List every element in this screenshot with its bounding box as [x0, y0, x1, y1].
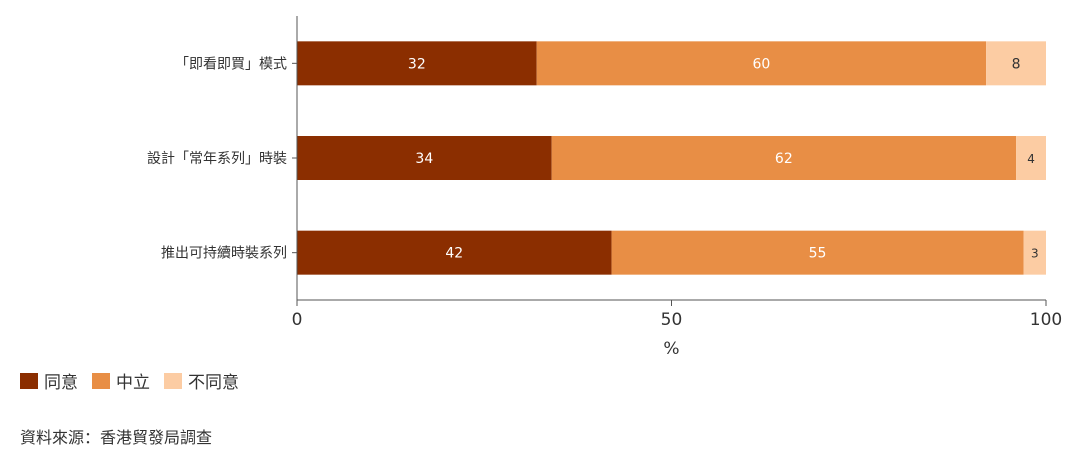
- legend-swatch: [92, 372, 110, 389]
- data-label: 62: [775, 151, 793, 167]
- data-label: 32: [408, 56, 426, 72]
- chart-legend: 同意 中立 不同意: [20, 368, 239, 393]
- category-label: 推出可持續時裝系列: [161, 246, 287, 262]
- x-axis-label: %: [663, 339, 679, 359]
- data-label: 42: [445, 246, 463, 262]
- bar-segment: [986, 41, 1046, 86]
- bar-segment: [1016, 136, 1046, 180]
- stacked-bar-chart: 32 60 8 「即看即買」模式 34 62 4 設計「常年系列」時裝 42 55 3 推出可持續時裝…: [147, 16, 1062, 359]
- x-tick-label: 100: [1030, 310, 1062, 330]
- bar-segment: [297, 230, 612, 275]
- bar-segment: [536, 41, 987, 86]
- legend-item: 不同意: [164, 368, 239, 393]
- legend-label: 中立: [116, 373, 150, 393]
- legend-swatch: [20, 372, 38, 389]
- legend-item: 同意: [20, 368, 78, 393]
- x-tick-label: 0: [292, 310, 303, 330]
- bar-segment: [1023, 230, 1046, 275]
- bar-segment: [551, 136, 1017, 180]
- data-label: 60: [752, 56, 770, 72]
- data-label: 4: [1027, 152, 1035, 166]
- data-label: 55: [809, 246, 827, 262]
- x-tick-label: 50: [661, 310, 683, 330]
- data-label: 8: [1012, 56, 1021, 72]
- legend-swatch: [164, 372, 182, 389]
- legend-label: 同意: [44, 373, 78, 393]
- source-note: 資料來源：香港貿發局調查: [20, 428, 213, 447]
- data-label: 3: [1031, 247, 1039, 261]
- category-label: 「即看即買」模式: [175, 56, 287, 72]
- data-label: 34: [415, 151, 433, 167]
- legend-item: 中立: [92, 368, 150, 393]
- bar-segment: [297, 136, 552, 180]
- legend-label: 不同意: [188, 373, 239, 393]
- category-label: 設計「常年系列」時裝: [147, 151, 287, 167]
- chart-area: 32 60 8 「即看即買」模式 34 62 4 設計「常年系列」時裝 42 55 3 推出可持續時裝…: [147, 16, 1062, 359]
- bar-segment: [611, 230, 1024, 275]
- bar-segment: [297, 41, 537, 86]
